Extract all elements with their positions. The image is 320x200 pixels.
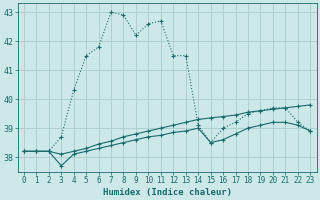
X-axis label: Humidex (Indice chaleur): Humidex (Indice chaleur) (103, 188, 232, 197)
